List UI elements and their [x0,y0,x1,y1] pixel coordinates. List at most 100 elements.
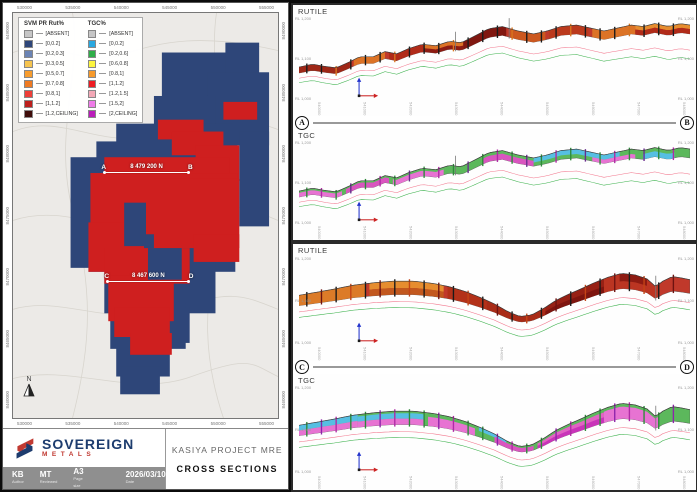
elevation-label: RL 1,000 [295,96,312,102]
elevation-label: RL 1,000 [677,220,694,226]
elevation-label: RL 1,000 [295,339,312,345]
section-title: RUTILE [298,7,328,16]
tgc-section-cd [299,401,690,467]
legend-label: [0.8,1] [109,70,124,77]
section-tick-label: 544000 [499,226,505,240]
section-tick-label: 541000 [362,476,368,490]
legend-item: [ABSENT] [24,29,78,38]
axis-tick-label: 555000 [258,421,274,426]
resource-extent-inliers [124,202,182,280]
map-axis-right: 8490000 8485000 8480000 8475000 8470000 84650… [279,12,288,419]
legend-dash [35,83,43,85]
endpoint-letter-c: C [295,360,309,374]
elevation-label: RL 1,200 [677,16,694,22]
legend-dash [99,33,107,35]
legend-item: [1.2,CEILING] [24,109,78,118]
map-axis-bottom: 530000 535000 540000 545000 550000 555000 [3,419,288,428]
section-endpoint-b: B [187,163,193,171]
legend-dash [35,73,43,75]
map-axis-left: 8490000 8485000 8480000 8475000 8470000 84650… [3,12,12,419]
legend-label: [0.6,0.8] [109,60,129,67]
legend-dash [99,113,107,115]
field-label: Author [12,479,24,484]
section-tick-label: 544000 [499,102,505,116]
section-tick-label: 546000 [590,476,596,490]
legend-column: TGC% [ABSENT] [0,0.2] [0.2,0.6] [0.6,0.8] [0.… [87,21,138,118]
legend-label: [ABSENT] [45,30,70,37]
logo-name: SOVEREIGN [42,436,135,452]
axis-tick-label: 8460000 [5,391,10,409]
section-tick-label: 548000 [682,346,687,360]
axis-tick-label: 8460000 [281,391,286,409]
elevation-label: RL 1,200 [677,140,694,146]
section-tick-label: 547000 [636,226,642,240]
field-label: Page size [73,475,83,488]
elevation-label: RL 1,000 [677,96,694,102]
elevation-label: RL 1,000 [295,220,312,226]
north-arrow: N [23,376,35,402]
section-tick-label: 544000 [499,476,505,490]
legend-dash [35,33,43,35]
high-grade-polygon [88,101,258,355]
axis-triad-icon [357,322,379,343]
legend-dash [35,63,43,65]
legend-dash [35,43,43,45]
elevation-label: RL 1,200 [295,140,312,146]
section-tick-label: 548000 [682,226,687,240]
north-label: N [26,376,32,383]
axis-tick-label: 550000 [210,5,226,10]
axis-tick-label: 555000 [258,5,274,10]
section-tick-label: 542000 [408,346,414,360]
legend-swatch [24,99,33,108]
legend-label: [0.3,0.5] [45,60,65,67]
legend-title: SVM PR Rut% [24,21,65,27]
section-tick-label: 546000 [590,226,596,240]
section-tick-label: 540000 [317,102,322,116]
legend-swatch [87,39,97,48]
section-tick-label: 547000 [636,476,642,490]
elevation-label: RL 1,100 [295,56,312,62]
field-label: Reviewed [39,479,58,484]
elevation-label: RL 1,200 [295,16,312,22]
cross-section-group-cd: RUTILE 540000 541000 542000 543000 544000 545… [291,242,697,492]
section-tick-label: 540000 [317,226,322,240]
legend-swatch [87,69,97,78]
section-tick-label: 541000 [362,346,368,360]
axis-tick-label: 8480000 [281,145,286,163]
legend-dash [99,73,107,75]
legend-dash [99,63,107,65]
legend-label: [1.5,2] [109,100,124,107]
endpoint-letter-d: D [680,360,694,374]
rutile-section-cd [299,272,690,337]
section-panel-ab-rutile: RUTILE 540000 541000 542000 543000 544000 545… [293,5,696,116]
legend-dash [99,83,107,85]
legend-swatch [87,89,97,98]
legend-item: [0.7,0.8] [24,79,78,88]
legend-label: [0.5,0.7] [45,70,65,77]
map-axis-top: 530000 535000 540000 545000 550000 555000 [3,3,288,12]
map-sheet: 530000 535000 540000 545000 550000 555000 849… [2,2,289,490]
axis-tick-label: 530000 [17,421,33,426]
elevation-label: RL 1,000 [677,339,694,345]
section-title: TGC [298,375,316,385]
legend-dash [35,113,43,115]
title-block-field: KB Author [12,471,24,485]
section-tick-label: 541000 [362,226,368,240]
company-logo: SOVEREIGN METALS [3,429,166,467]
title-block: SOVEREIGN METALS KB Author MT Reviewed A3 Pag… [3,428,288,489]
section-tick-label: 545000 [545,102,551,116]
legend-item: [0.5,0.7] [24,69,78,78]
elevation-label: RL 1,200 [677,255,694,261]
legend-label: [2,CEILING] [109,110,138,117]
legend-swatch [24,49,33,58]
drawing-title: CROSS SECTIONS [176,463,278,474]
axis-tick-label: 535000 [65,5,81,10]
axis-tick-label: 8475000 [5,206,10,225]
axis-tick-label: 545000 [162,421,178,426]
title-block-footer: KB Author MT Reviewed A3 Page size 2026/03/10 D… [3,467,166,489]
section-tick-label: 543000 [453,476,459,490]
section-line-cd-label: 8 467 600 N [132,272,165,279]
legend-item: [0.2,0.3] [24,49,78,58]
section-endpoint-c: C [104,272,110,280]
legend-swatch [24,39,33,48]
